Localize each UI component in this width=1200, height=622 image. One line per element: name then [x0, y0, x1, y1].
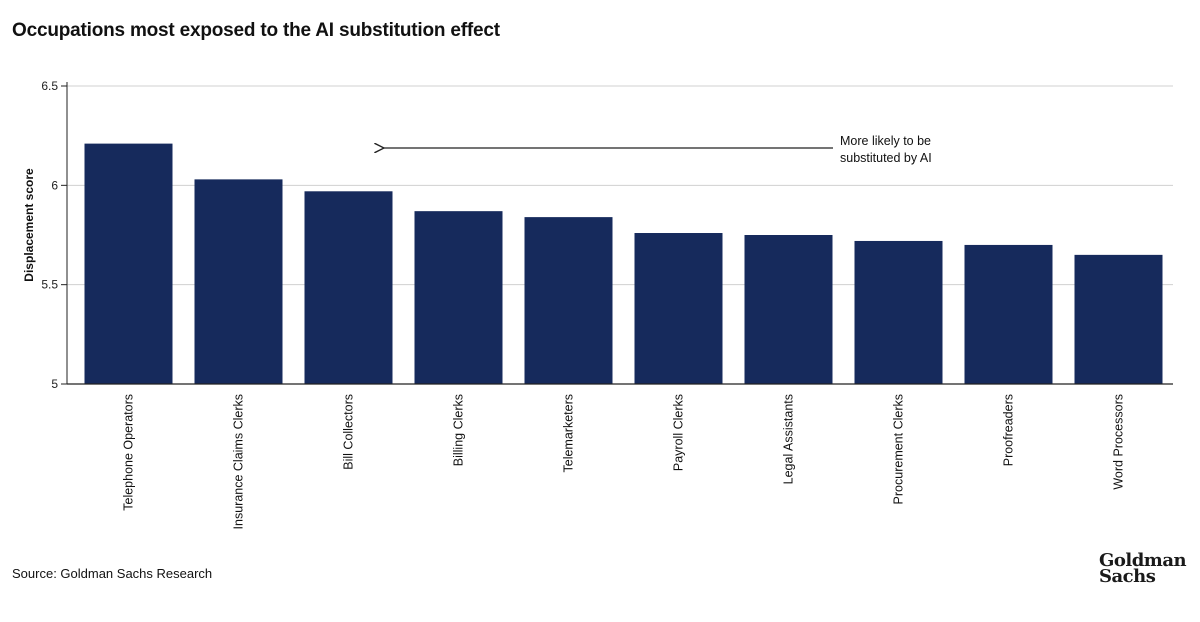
bar: [744, 235, 833, 384]
y-tick-label: 6: [51, 178, 58, 192]
annotation-text-line-2: substituted by AI: [840, 151, 932, 165]
bar: [1074, 254, 1163, 384]
logo-line-2: Sachs: [1099, 566, 1156, 587]
x-tick-label: Billing Clerks: [452, 394, 466, 466]
x-tick-label: Insurance Claims Clerks: [232, 394, 246, 529]
x-tick-label: Telemarketers: [562, 394, 576, 473]
x-tick-label: Payroll Clerks: [672, 394, 686, 471]
x-tick-label: Legal Assistants: [782, 394, 796, 484]
x-tick-label: Procurement Clerks: [892, 394, 906, 504]
y-tick-label: 5.5: [41, 278, 58, 292]
bar: [414, 211, 503, 384]
bars: [84, 143, 1163, 384]
logo-line-1: Goldman: [1099, 550, 1187, 571]
annotation: More likely to be substituted by AI: [384, 134, 932, 165]
source-note: Source: Goldman Sachs Research: [12, 566, 213, 581]
x-tick-label: Telephone Operators: [122, 394, 136, 511]
bar: [194, 179, 283, 384]
category-labels: Telephone Operators Insurance Claims Cler…: [122, 394, 1126, 529]
y-tick-label: 6.5: [41, 79, 58, 93]
x-tick-label: Word Processors: [1112, 394, 1126, 490]
bar: [84, 143, 173, 384]
annotation-text-line-1: More likely to be: [840, 134, 931, 148]
y-tick-label: 5: [51, 377, 58, 391]
axes: 5 5.5 6 6.5 Displacement score: [22, 79, 1173, 391]
bar: [854, 240, 943, 384]
bar: [304, 191, 393, 384]
x-tick-label: Bill Collectors: [342, 394, 356, 470]
y-axis-label: Displacement score: [22, 168, 36, 282]
goldman-sachs-logo: Goldman Sachs: [1099, 550, 1187, 587]
chart-title: Occupations most exposed to the AI subst…: [12, 20, 500, 41]
bar: [964, 244, 1053, 384]
x-tick-label: Proofreaders: [1002, 394, 1016, 466]
bar: [524, 217, 613, 384]
bar: [634, 233, 723, 384]
